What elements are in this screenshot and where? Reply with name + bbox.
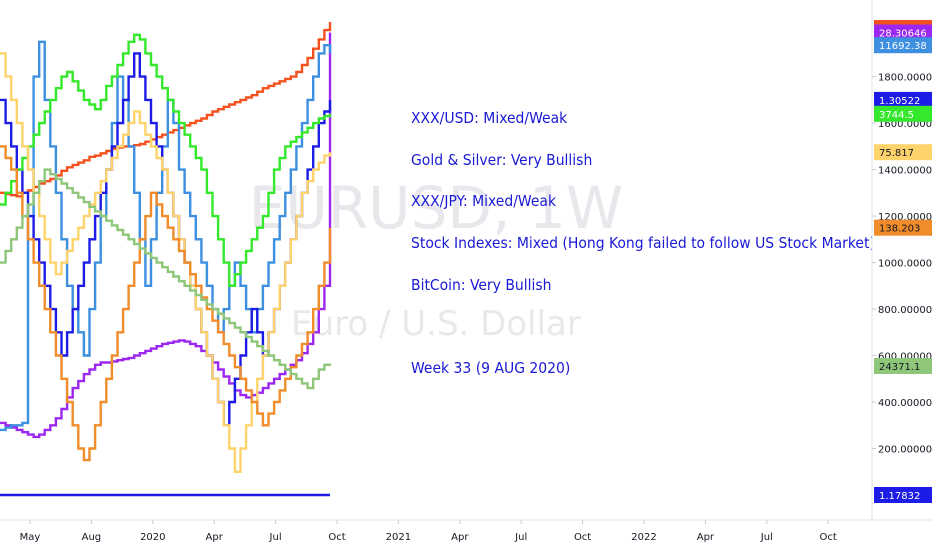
time-scale[interactable]: May Aug 2020 Apr Jul Oct 2021 Apr Jul Oct 2022 Apr J…: [20, 520, 837, 543]
note-xxx-usd: XXX/USD: Mixed/Weak: [411, 109, 568, 127]
series-line-4: [0, 33, 332, 287]
series-line-7: [0, 168, 332, 390]
y-tick-label: 800.00000: [878, 305, 932, 316]
series-line-2: [0, 40, 332, 432]
price-tags: 2035.2300028.3064611692.381.305223744.57…: [874, 20, 932, 503]
x-tick-label: Apr: [206, 532, 224, 543]
watermark-symbol: EURUSD, 1W: [249, 174, 623, 242]
price-tag-box: [874, 219, 932, 236]
notes: XXX/USD: Mixed/Weak Gold & Silver: Very …: [411, 109, 875, 377]
price-tag: 1.30522: [874, 91, 932, 108]
x-tick-label: Apr: [697, 532, 715, 543]
note-week: Week 33 (9 AUG 2020): [411, 359, 570, 377]
price-tag-box: [874, 487, 932, 503]
price-tag: 28.30646: [874, 24, 932, 41]
x-tick-label: 2022: [631, 532, 656, 543]
price-tag-label: 24371.1: [879, 362, 920, 373]
price-tag-label: 28.30646: [879, 29, 927, 40]
y-tick-label: 400.00000: [878, 398, 932, 409]
x-tick-label: Jul: [760, 532, 773, 543]
price-scale[interactable]: 200.00000 400.00000 600.00000 800.00000 1000…: [872, 73, 932, 456]
price-tag-box: [874, 37, 932, 54]
y-tick-label: 1800.00000: [878, 73, 932, 84]
x-tick-label: Oct: [328, 532, 345, 543]
price-scale-background: [872, 0, 932, 520]
series-line-5: [0, 52, 332, 473]
y-tick-label: 1000.00000: [878, 259, 932, 270]
x-tick-label: 2021: [386, 532, 411, 543]
price-tag: 75.817: [874, 144, 932, 161]
x-tick-label: Jul: [269, 532, 282, 543]
price-tag: 138.203: [874, 219, 932, 236]
x-tick-label: Oct: [820, 532, 837, 543]
y-tick-label: 600.00000: [878, 352, 932, 363]
price-tag-label: 1.17832: [879, 491, 920, 502]
x-tick-label: 2020: [140, 532, 165, 543]
price-tag-label: 1.30522: [879, 96, 920, 107]
series-line-1: [0, 32, 332, 439]
x-tick-label: Apr: [451, 532, 469, 543]
price-tag-box: [874, 358, 932, 374]
watermark-description: Euro / U.S. Dollar: [291, 304, 581, 344]
price-tag-box: [874, 105, 932, 122]
note-gold-silver: Gold & Silver: Very Bullish: [411, 151, 592, 169]
x-tick-label: Aug: [82, 532, 102, 543]
price-tag: 11692.38: [874, 37, 932, 54]
series-line-6: [0, 145, 332, 462]
price-tag-label: 75.817: [879, 148, 914, 159]
note-stock-indexes: Stock Indexes: Mixed (Hong Kong failed t…: [411, 234, 875, 252]
price-tag-box: [874, 24, 932, 41]
note-xxx-jpy: XXX/JPY: Mixed/Weak: [411, 192, 557, 210]
y-tick-label: 1400.00000: [878, 166, 932, 177]
price-tag-label: 3744.5: [879, 110, 914, 121]
price-tag-box: [874, 144, 932, 161]
x-tick-label: May: [20, 532, 41, 543]
price-tag-label: 11692.38: [879, 41, 927, 52]
y-tick-label: 200.00000: [878, 445, 932, 456]
price-tag-box: [874, 91, 932, 108]
price-tag: 24371.1: [874, 358, 932, 374]
x-tick-label: Jul: [514, 532, 527, 543]
price-tag: 1.17832: [874, 487, 932, 503]
note-bitcoin: BitCoin: Very Bullish: [411, 276, 551, 294]
x-tick-label: Oct: [574, 532, 591, 543]
y-tick-label: 1600.00000: [878, 119, 932, 130]
price-tag: 3744.5: [874, 105, 932, 122]
price-tag-label: 138.203: [879, 224, 920, 235]
y-tick-label: 1200.00000: [878, 212, 932, 223]
plot-area[interactable]: [0, 22, 332, 497]
